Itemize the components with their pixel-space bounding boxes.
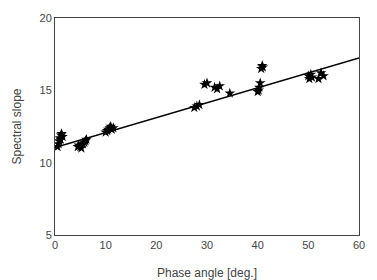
svg-text:60: 60 [353, 239, 365, 251]
svg-text:30: 30 [201, 239, 213, 251]
svg-text:5: 5 [46, 229, 52, 241]
svg-text:40: 40 [252, 239, 264, 251]
svg-text:20: 20 [150, 239, 162, 251]
svg-text:15: 15 [40, 84, 52, 96]
svg-text:20: 20 [40, 12, 52, 24]
svg-text:10: 10 [100, 239, 112, 251]
svg-text:Phase angle [deg.]: Phase angle [deg.] [157, 266, 257, 280]
svg-text:50: 50 [302, 239, 314, 251]
svg-text:Spectral slope: Spectral slope [10, 88, 24, 164]
svg-text:10: 10 [40, 157, 52, 169]
svg-text:0: 0 [52, 239, 58, 251]
